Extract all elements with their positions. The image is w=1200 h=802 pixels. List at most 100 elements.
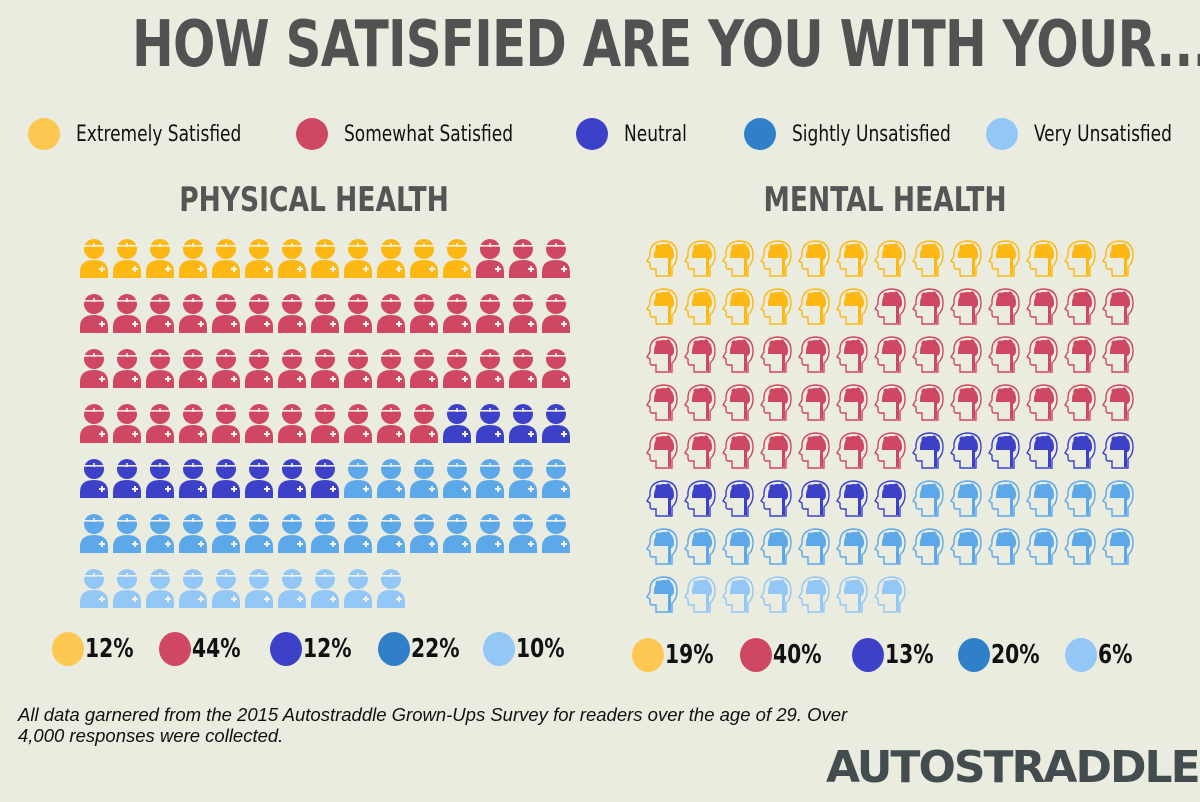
person-medical-icon [113, 349, 141, 388]
person-medical-icon [377, 294, 405, 333]
head-brain-icon [1102, 432, 1134, 469]
legend-dot [483, 632, 515, 666]
person-medical-icon [245, 239, 273, 278]
legend-dot [632, 638, 664, 672]
person-medical-icon [278, 349, 306, 388]
person-medical-icon [542, 514, 570, 553]
head-brain-icon [912, 336, 944, 373]
head-brain-icon [798, 576, 830, 613]
person-medical-icon [80, 569, 108, 608]
head-brain-icon [1064, 528, 1096, 565]
person-medical-icon [476, 459, 504, 498]
source-note: All data garnered from the 2015 Autostra… [18, 704, 848, 746]
head-brain-icon [836, 576, 868, 613]
percentage-item: 40% [740, 638, 835, 672]
head-brain-icon [798, 336, 830, 373]
head-brain-icon [950, 480, 982, 517]
head-brain-icon [1102, 240, 1134, 277]
person-medical-icon [212, 294, 240, 333]
person-medical-icon [278, 294, 306, 333]
head-brain-icon [722, 240, 754, 277]
legend-item-very-unsatisfied: Very Unsatisfied [986, 118, 1194, 150]
legend-dot [296, 118, 328, 150]
person-medical-icon [311, 294, 339, 333]
percentage-item: 10% [483, 632, 578, 666]
person-medical-icon [410, 404, 438, 443]
legend-dot [270, 632, 302, 666]
head-brain-icon [684, 336, 716, 373]
head-brain-icon [760, 528, 792, 565]
person-medical-icon [80, 239, 108, 278]
person-medical-icon [476, 239, 504, 278]
percentage-label: 6% [1098, 640, 1133, 670]
head-brain-icon [646, 336, 678, 373]
legend-dot [576, 118, 608, 150]
person-medical-icon [443, 404, 471, 443]
head-brain-icon [1064, 384, 1096, 421]
person-medical-icon [80, 294, 108, 333]
head-brain-icon [836, 384, 868, 421]
person-medical-icon [443, 294, 471, 333]
person-medical-icon [443, 459, 471, 498]
head-brain-icon [950, 384, 982, 421]
head-brain-icon [1102, 288, 1134, 325]
person-medical-icon [278, 514, 306, 553]
person-medical-icon [509, 459, 537, 498]
person-medical-icon [146, 569, 174, 608]
person-medical-icon [179, 514, 207, 553]
head-brain-icon [988, 336, 1020, 373]
legend-dot [378, 632, 410, 666]
legend-item-neutral: Neutral [576, 118, 697, 150]
percentage-label: 10% [516, 634, 565, 664]
percentage-label: 40% [773, 640, 822, 670]
person-medical-icon [443, 514, 471, 553]
head-brain-icon [1026, 384, 1058, 421]
head-brain-icon [684, 480, 716, 517]
person-medical-icon [179, 569, 207, 608]
person-medical-icon [476, 349, 504, 388]
head-brain-icon [950, 288, 982, 325]
person-medical-icon [179, 404, 207, 443]
head-brain-icon [684, 240, 716, 277]
person-medical-icon [146, 349, 174, 388]
person-medical-icon [344, 239, 372, 278]
head-brain-icon [684, 528, 716, 565]
person-medical-icon [509, 404, 537, 443]
legend-label: Somewhat Satisfied [344, 121, 514, 147]
person-medical-icon [278, 404, 306, 443]
person-medical-icon [80, 404, 108, 443]
mental-health-pictogram [646, 240, 1134, 613]
person-medical-icon [542, 239, 570, 278]
head-brain-icon [684, 384, 716, 421]
head-brain-icon [646, 240, 678, 277]
person-medical-icon [113, 569, 141, 608]
person-medical-icon [146, 514, 174, 553]
person-medical-icon [179, 239, 207, 278]
person-medical-icon [80, 459, 108, 498]
person-medical-icon [476, 404, 504, 443]
head-brain-icon [836, 336, 868, 373]
person-medical-icon [377, 349, 405, 388]
head-brain-icon [1026, 240, 1058, 277]
head-brain-icon [1064, 288, 1096, 325]
person-medical-icon [311, 404, 339, 443]
head-brain-icon [836, 432, 868, 469]
percentage-item: 12% [52, 632, 147, 666]
person-medical-icon [146, 294, 174, 333]
person-medical-icon [311, 239, 339, 278]
head-brain-icon [760, 432, 792, 469]
head-brain-icon [950, 528, 982, 565]
head-brain-icon [722, 432, 754, 469]
person-medical-icon [542, 404, 570, 443]
head-brain-icon [1026, 288, 1058, 325]
legend-dot [852, 638, 884, 672]
head-brain-icon [912, 240, 944, 277]
head-brain-icon [646, 480, 678, 517]
head-brain-icon [1102, 336, 1134, 373]
percentage-item: 13% [852, 638, 947, 672]
head-brain-icon [798, 384, 830, 421]
legend: Extremely Satisfied Somewhat Satisfied N… [28, 118, 1188, 158]
person-medical-icon [146, 404, 174, 443]
head-brain-icon [988, 240, 1020, 277]
head-brain-icon [798, 432, 830, 469]
